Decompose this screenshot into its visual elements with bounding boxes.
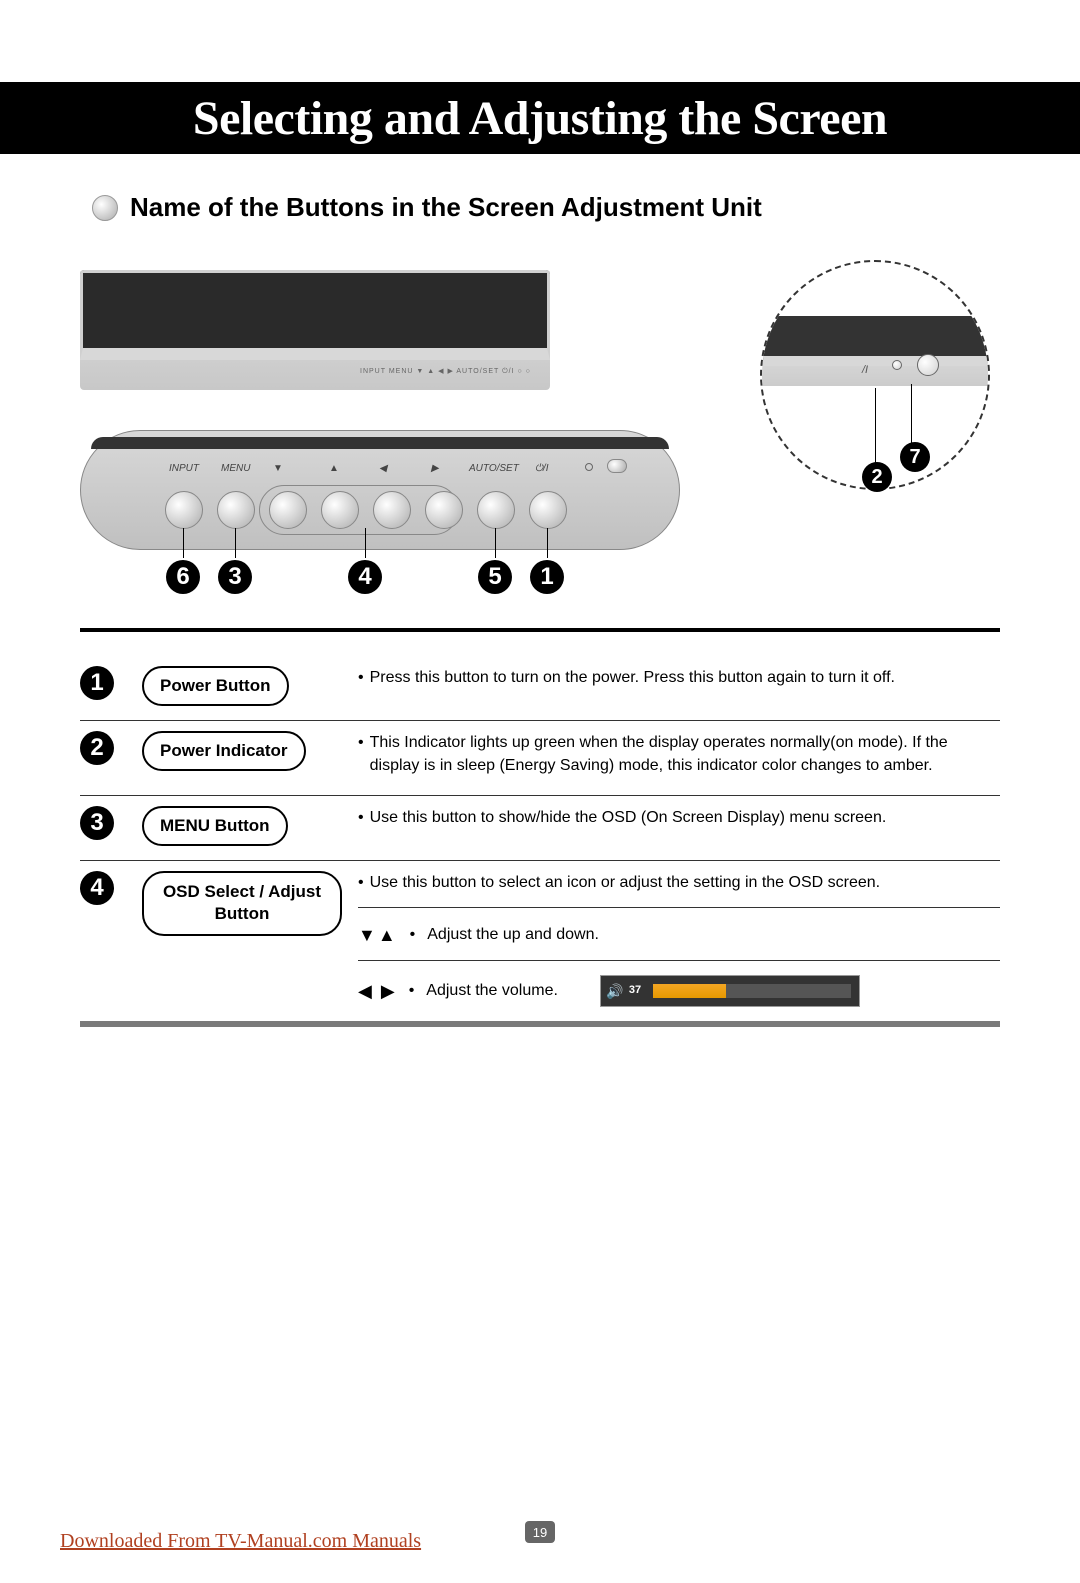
updown-arrows-icon: ▼▲ <box>358 922 398 948</box>
sub-row-text: Adjust the up and down. <box>427 923 599 946</box>
row-badge: 2 <box>80 731 114 765</box>
sub-row: ▼▲ • Adjust the up and down. <box>358 907 1000 948</box>
button-diagram: INPUT MENU ▼ ▲ ◀ ▶ AUTO/SET ⏻/I ○ ○ /I 2… <box>80 270 1000 610</box>
table-row: 2 Power Indicator •This Indicator lights… <box>80 721 1000 796</box>
diagram-badge-3: 3 <box>218 560 252 594</box>
volume-track <box>653 984 851 998</box>
page-number: 19 <box>525 1521 555 1543</box>
row-badge: 3 <box>80 806 114 840</box>
monitor-label-strip: INPUT MENU ▼ ▲ ◀ ▶ AUTO/SET ⏻/I ○ ○ <box>360 367 531 376</box>
panel-label-menu: MENU <box>221 463 250 474</box>
panel-led-icon <box>585 463 593 471</box>
row-label: Power Button <box>142 666 289 706</box>
control-panel: INPUT MENU ▼ ▲ ◀ ▶ AUTO/SET ⏻/I <box>80 430 680 550</box>
volume-osd: 🔊 37 <box>600 975 860 1007</box>
table-bottom-bar <box>80 1021 1000 1027</box>
bullet-icon <box>92 195 118 221</box>
panel-arrow-down-icon: ▼ <box>273 463 283 474</box>
diagram-badge-2: 2 <box>862 462 892 492</box>
row-badge: 1 <box>80 666 114 700</box>
leftright-arrows-icon: ◀ ▶ <box>358 978 397 1004</box>
diagram-badge-1: 1 <box>530 560 564 594</box>
button-description-table: 1 Power Button •Press this button to tur… <box>80 628 1000 1027</box>
volume-fill <box>653 984 726 998</box>
title-bar: Selecting and Adjusting the Screen <box>0 82 1080 154</box>
speaker-icon: 🔊 <box>601 981 629 1001</box>
diagram-badge-4: 4 <box>348 560 382 594</box>
panel-arrow-right-icon: ▶ <box>431 463 439 474</box>
section-heading: Name of the Buttons in the Screen Adjust… <box>92 192 762 223</box>
page-title: Selecting and Adjusting the Screen <box>193 91 887 146</box>
table-row: 1 Power Button •Press this button to tur… <box>80 656 1000 721</box>
section-heading-text: Name of the Buttons in the Screen Adjust… <box>130 192 762 223</box>
diagram-badge-7: 7 <box>900 442 930 472</box>
row-label: Power Indicator <box>142 731 306 771</box>
panel-arrow-up-icon: ▲ <box>329 463 339 474</box>
diagram-badge-6: 6 <box>166 560 200 594</box>
row-label: OSD Select / Adjust Button <box>142 871 342 935</box>
panel-arrow-left-icon: ◀ <box>379 463 387 474</box>
row-text: This Indicator lights up green when the … <box>370 731 1000 777</box>
table-row: 3 MENU Button •Use this button to show/h… <box>80 796 1000 861</box>
row-text: Use this button to show/hide the OSD (On… <box>370 806 887 829</box>
sub-row: ◀ ▶ • Adjust the volume. 🔊 37 <box>358 960 1000 1007</box>
row-text: Use this button to select an icon or adj… <box>370 871 881 894</box>
row-text: Press this button to turn on the power. … <box>370 666 895 689</box>
volume-value: 37 <box>629 983 653 999</box>
panel-label-autoset: AUTO/SET <box>469 463 519 474</box>
table-row: 4 OSD Select / Adjust Button •Use this b… <box>80 861 1000 1020</box>
row-badge: 4 <box>80 871 114 905</box>
row-label: MENU Button <box>142 806 288 846</box>
download-source-link[interactable]: Downloaded From TV-Manual.com Manuals <box>60 1530 421 1553</box>
diagram-badge-5: 5 <box>478 560 512 594</box>
panel-power-icon: ⏻/I <box>535 463 548 474</box>
monitor-thumbnail: INPUT MENU ▼ ▲ ◀ ▶ AUTO/SET ⏻/I ○ ○ <box>80 270 550 390</box>
panel-label-input: INPUT <box>169 463 199 474</box>
panel-ir-icon <box>607 459 627 473</box>
sub-row-text: Adjust the volume. <box>426 979 558 1002</box>
